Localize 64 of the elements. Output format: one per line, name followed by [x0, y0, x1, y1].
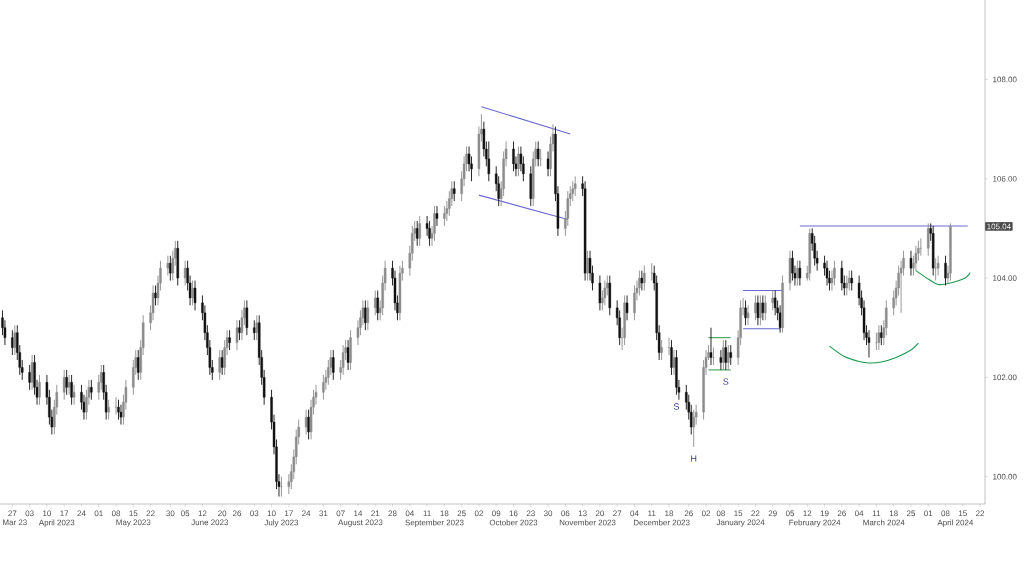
candlestick [798, 260, 802, 286]
candlestick [660, 339, 663, 361]
candlestick [107, 399, 110, 421]
candlestick [877, 324, 881, 351]
candlestick [228, 329, 231, 351]
candlestick [944, 255, 947, 286]
candlestick [914, 245, 918, 272]
candlestick [764, 295, 767, 321]
candlestick [936, 255, 940, 277]
candlestick [625, 295, 629, 321]
candlestick [253, 319, 256, 341]
line-series [828, 342, 919, 364]
candlestick [633, 285, 636, 321]
candlestick [727, 344, 730, 371]
candlestick [428, 220, 431, 247]
candlestick [573, 175, 577, 197]
candlestick [880, 324, 883, 346]
candlestick [539, 148, 542, 167]
candlestick [833, 260, 836, 286]
candlestick [191, 280, 194, 306]
candlestick [746, 304, 750, 326]
candlestick [650, 262, 653, 281]
candlestick [759, 295, 762, 326]
candlestick [433, 205, 436, 242]
candlestick [771, 290, 774, 311]
candlestick [218, 349, 221, 381]
candlestick [638, 270, 641, 296]
candlestick [643, 265, 646, 291]
candlestick [670, 339, 673, 376]
candlestick [435, 205, 439, 227]
candlestick [62, 369, 66, 401]
candlestick [376, 290, 379, 321]
candlestick [322, 374, 325, 401]
candlestick [114, 396, 118, 416]
candlestick [443, 205, 446, 227]
candlestick [154, 285, 157, 306]
candlestick [65, 369, 68, 396]
candlestick [332, 349, 335, 381]
candlestick [729, 344, 732, 366]
candlestick [70, 374, 73, 406]
candlestick [517, 146, 520, 177]
candlestick [512, 141, 515, 172]
candlestick [546, 151, 550, 177]
candlestick [796, 260, 799, 286]
candlestick [280, 476, 283, 497]
candlestick [603, 280, 607, 306]
candlestick [90, 379, 93, 401]
candlestick [667, 337, 671, 356]
candlestick [840, 260, 844, 291]
candlestick [571, 180, 574, 202]
annotation: S [673, 403, 680, 410]
candlestick [712, 347, 715, 366]
candlestick [761, 295, 765, 321]
candlestick [825, 260, 829, 286]
candlestick [934, 257, 937, 281]
candlestick [744, 299, 747, 326]
candlestick [238, 319, 241, 341]
candlestick [341, 344, 345, 376]
candlestick [38, 374, 41, 406]
candlestick [453, 180, 456, 202]
annotation: H [691, 455, 697, 462]
candlestick [117, 399, 120, 421]
candlestick [692, 409, 695, 448]
annotation: S [723, 378, 729, 385]
